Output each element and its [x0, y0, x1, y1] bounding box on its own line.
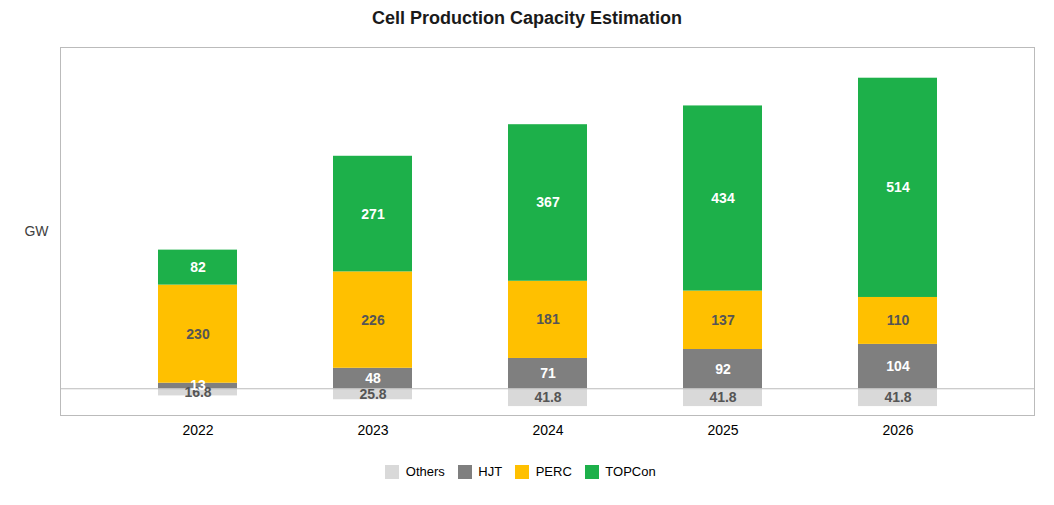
svg-text:2022: 2022 [182, 422, 213, 438]
svg-text:82: 82 [190, 259, 206, 275]
svg-text:271: 271 [361, 206, 385, 222]
svg-text:41.8: 41.8 [534, 389, 561, 405]
svg-text:514: 514 [886, 179, 910, 195]
svg-text:110: 110 [887, 312, 910, 328]
svg-text:41.8: 41.8 [884, 389, 911, 405]
svg-text:137: 137 [711, 312, 735, 328]
svg-text:2024: 2024 [532, 422, 563, 438]
svg-text:92: 92 [715, 361, 731, 377]
html-text:Cell Production Capacity Estim: Cell Production Capacity Estimation [372, 8, 682, 28]
svg-text:48: 48 [365, 370, 381, 386]
svg-text:230: 230 [186, 326, 210, 342]
svg-text:71: 71 [540, 365, 556, 381]
html-text:TOPCon: TOPCon [605, 464, 656, 479]
html-text:HJT: HJT [478, 464, 503, 479]
svg-text:13: 13 [190, 377, 206, 393]
svg-text:25.8: 25.8 [359, 386, 386, 402]
svg-text:16.8: 16.8 [184, 383, 212, 400]
html-text:PERC: PERC [535, 464, 572, 479]
svg-text:104: 104 [886, 358, 910, 374]
svg-text:2023: 2023 [357, 422, 388, 438]
svg-text:367: 367 [536, 194, 560, 210]
svg-text:41.8: 41.8 [709, 389, 736, 405]
svg-text:2025: 2025 [707, 422, 738, 438]
svg-text:2026: 2026 [882, 422, 913, 438]
svg-text:GW: GW [24, 223, 49, 239]
html-text:Others: Others [405, 464, 445, 479]
svg-text:434: 434 [711, 190, 735, 206]
svg-text:226: 226 [361, 312, 385, 328]
svg-text:181: 181 [536, 311, 560, 327]
